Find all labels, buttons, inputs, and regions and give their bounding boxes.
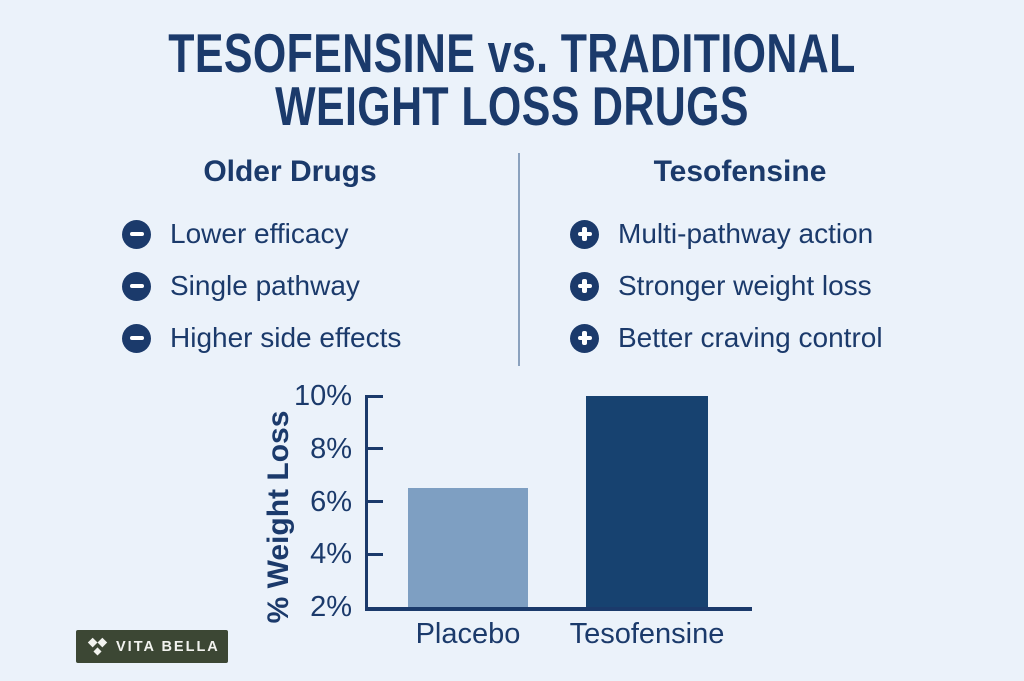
y-tick-label: 8%	[310, 432, 352, 465]
list-item-label: Stronger weight loss	[618, 270, 872, 301]
x-label-tesofensine: Tesofensine	[569, 618, 725, 650]
list-item-label: Higher side effects	[170, 322, 402, 353]
older-drugs-list: Lower efficacy Single pathway Higher sid…	[80, 208, 500, 364]
plus-icon	[570, 271, 599, 301]
plus-icon	[570, 219, 599, 249]
list-item-label: Better craving control	[618, 322, 883, 353]
list-item-label: Multi-pathway action	[618, 218, 874, 249]
y-tick-label: 2%	[310, 591, 352, 623]
page-title: TESOFENSINE vs. TRADITIONAL WEIGHT LOSS …	[0, 22, 1024, 137]
title-line-2: WEIGHT LOSS DRUGS	[275, 75, 749, 137]
x-axis-line	[365, 607, 752, 611]
bar-tesofensine	[586, 396, 708, 607]
list-item: Stronger weight loss	[530, 260, 950, 312]
minus-icon	[122, 323, 151, 353]
y-axis-tick	[365, 500, 383, 503]
minus-icon	[122, 271, 151, 301]
tesofensine-heading: Tesofensine	[653, 155, 827, 188]
y-axis-tick	[365, 447, 383, 451]
y-axis-tick	[365, 394, 383, 398]
column-divider	[518, 153, 520, 366]
brand-name: VITA BELLA	[116, 638, 220, 655]
vita-bella-diamonds-icon	[87, 637, 108, 655]
list-item: Multi-pathway action	[530, 208, 950, 260]
older-drugs-heading: Older Drugs	[203, 155, 377, 188]
list-item-label: Single pathway	[170, 270, 360, 301]
x-label-placebo: Placebo	[415, 618, 521, 650]
list-item: Single pathway	[80, 260, 500, 312]
older-drugs-column: Older Drugs Lower efficacy Single pathwa…	[80, 155, 500, 364]
tesofensine-list: Multi-pathway action Stronger weight los…	[530, 208, 950, 364]
vita-bella-badge: VITA BELLA	[76, 630, 228, 663]
y-axis-line	[365, 396, 368, 611]
y-axis-tick	[365, 552, 383, 556]
list-item-label: Lower efficacy	[170, 218, 349, 249]
list-item: Lower efficacy	[80, 208, 500, 260]
plus-icon	[570, 323, 599, 353]
list-item: Higher side effects	[80, 312, 500, 364]
title-line-1: TESOFENSINE vs. TRADITIONAL	[168, 22, 856, 84]
minus-icon	[122, 219, 151, 249]
bar-placebo	[408, 488, 528, 607]
y-tick-label: 6%	[310, 485, 352, 518]
y-tick-label: 10%	[293, 380, 352, 412]
y-tick-label: 4%	[310, 538, 352, 571]
tesofensine-column: Tesofensine Multi-pathway action Stronge…	[530, 155, 950, 364]
list-item: Better craving control	[530, 312, 950, 364]
